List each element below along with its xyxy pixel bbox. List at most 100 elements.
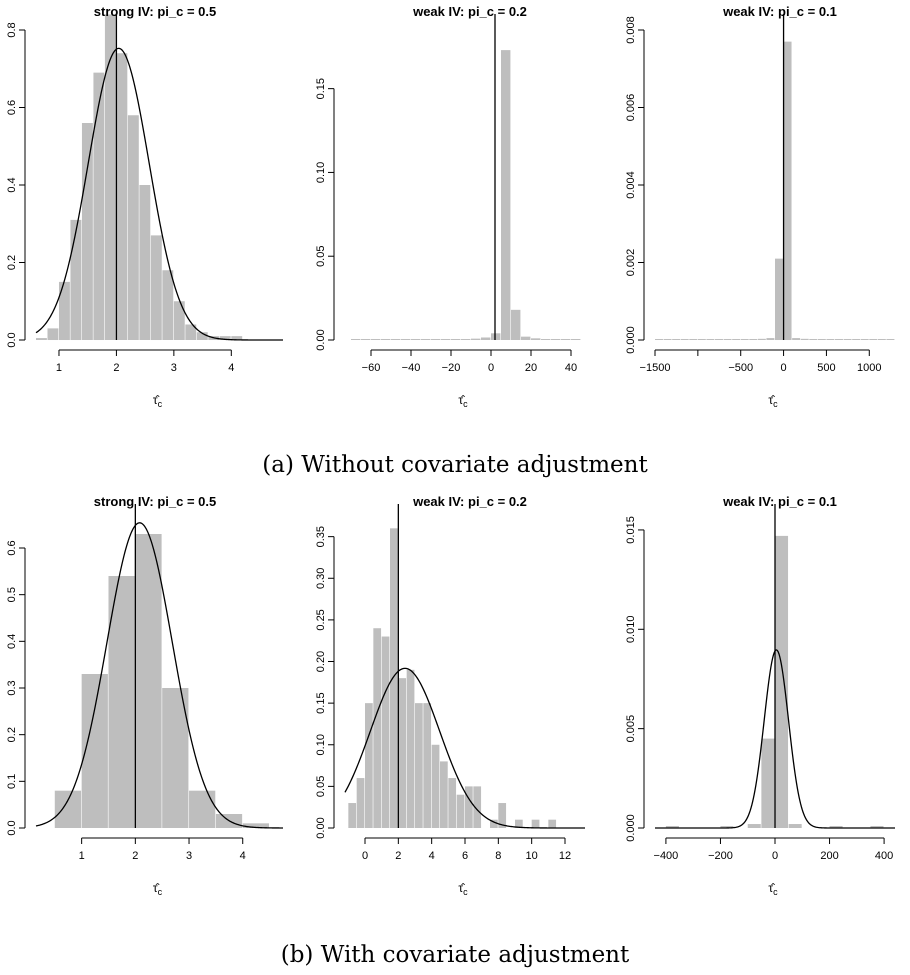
histogram-bar	[391, 339, 401, 340]
histogram-bar	[511, 309, 521, 340]
histogram-bar	[390, 528, 398, 828]
histogram-bar	[869, 339, 878, 340]
x-tick-label: −500	[728, 362, 753, 374]
y-tick-label: 0.008	[625, 16, 637, 44]
histogram-bar	[757, 338, 766, 340]
histogram-bar	[541, 339, 551, 340]
chart-panel-1: 1 2 3 4 0.0 0.2 0.4 0.6 0.8 strong IV: pi_c = 0.5…	[6, 4, 283, 409]
x-tick-label: 2	[132, 850, 138, 862]
histogram-bar	[231, 336, 243, 341]
histogram-bar	[162, 270, 174, 340]
y-tick-label: 0.0	[6, 332, 18, 347]
histogram-bar	[481, 337, 491, 340]
histogram-bar	[173, 301, 185, 340]
histogram-bar	[747, 824, 761, 828]
histogram-bar	[749, 339, 758, 340]
histogram-bar	[456, 794, 465, 828]
histogram-bar	[521, 336, 531, 340]
histogram-bar	[490, 819, 498, 828]
chart-title: weak IV: pi_c = 0.2	[412, 494, 527, 509]
y-tick-label: 0.3	[6, 680, 18, 695]
histogram-bar	[706, 339, 715, 340]
histogram-bar	[740, 339, 749, 340]
histogram-bar	[860, 339, 869, 340]
caption-b: (b) With covariate adjustment	[280, 942, 630, 968]
histogram-bar	[185, 324, 197, 340]
histogram-bar	[242, 823, 269, 828]
histogram-bar	[665, 826, 679, 828]
x-tick-label: 10	[526, 850, 538, 862]
y-tick-label: 0.2	[6, 255, 18, 270]
x-tick-label: −60	[362, 362, 381, 374]
x-axis-label: τ̂c	[458, 881, 468, 897]
x-tick-label: 1	[56, 362, 62, 374]
histogram-bar	[852, 339, 861, 340]
x-tick-label: −20	[442, 362, 461, 374]
histogram-bar	[415, 703, 423, 828]
histogram-bar	[788, 824, 802, 828]
chart-panel-3: −1500 −500 0 500 1000 0.000 0.002 0.004 0.006 0.0…	[625, 4, 895, 409]
histogram-bar	[809, 339, 818, 340]
histogram-bar	[548, 819, 557, 828]
x-tick-label: 0	[362, 850, 368, 862]
histogram-bar	[498, 803, 507, 828]
histogram-bar	[348, 803, 357, 828]
histogram-bar	[451, 339, 461, 340]
x-axis-label: τ̂c	[458, 393, 468, 409]
y-tick-label: 0.006	[625, 94, 637, 122]
x-tick-label: 0	[488, 362, 494, 374]
histogram-bar	[461, 339, 471, 340]
x-axis-label: τ̂c	[153, 881, 163, 897]
y-tick-label: 0.000	[625, 326, 637, 354]
histogram-bar	[672, 339, 681, 340]
histogram-bar	[835, 339, 843, 340]
y-tick-label: 0.6	[6, 540, 18, 555]
histogram-bar	[219, 336, 231, 341]
chart-panel-4: 1 2 3 4 0.0 0.1 0.2 0.3 0.4 0.5 0.6 strong IV: pi_c…	[6, 494, 283, 897]
histogram-bar	[663, 339, 672, 340]
histogram-bar	[720, 826, 734, 828]
y-tick-label: 0.20	[315, 651, 327, 672]
density-curve	[35, 47, 283, 341]
histogram-bar	[36, 338, 47, 340]
y-tick-label: 0.1	[6, 774, 18, 789]
y-tick-label: 0.35	[315, 526, 327, 547]
y-tick-label: 0.5	[6, 587, 18, 602]
histogram-bar	[829, 826, 843, 828]
histogram-bar	[732, 339, 741, 340]
histogram-bar	[697, 339, 706, 340]
chart-panel-6: −400 −200 0 200 400 0.000 0.005 0.010 0.015 weak …	[625, 494, 895, 897]
x-tick-label: −200	[708, 850, 733, 862]
caption-a: (a) Without covariate adjustment	[262, 452, 648, 478]
y-tick-label: 0.00	[315, 329, 327, 350]
x-tick-label: 8	[495, 850, 501, 862]
y-tick-label: 0.015	[625, 516, 637, 544]
histogram-bar	[877, 339, 886, 340]
x-tick-label: 0	[781, 362, 787, 374]
histogram-bar	[515, 819, 523, 828]
x-tick-label: 40	[565, 362, 577, 374]
histogram-bar	[448, 778, 457, 828]
chart-title: weak IV: pi_c = 0.2	[412, 4, 527, 19]
histogram-bar	[356, 778, 365, 828]
y-tick-label: 0.6	[6, 100, 18, 115]
y-tick-label: 0.4	[6, 177, 18, 192]
histogram-bar	[411, 339, 421, 340]
histogram-bar	[491, 333, 501, 340]
histogram-bar	[47, 328, 59, 341]
histogram-bar	[81, 674, 108, 828]
y-tick-label: 0.10	[315, 734, 327, 755]
histogram-bar	[817, 339, 826, 340]
histogram-bar	[406, 669, 415, 828]
histogram-bar	[431, 744, 440, 828]
histogram-bar	[70, 219, 82, 341]
x-tick-label: 3	[171, 362, 177, 374]
histogram-bar	[800, 338, 809, 340]
histogram-bar	[440, 761, 448, 828]
x-tick-label: 4	[429, 850, 435, 862]
histogram-bar	[361, 339, 371, 340]
histogram-bar	[116, 53, 128, 340]
chart-title: weak IV: pi_c = 0.1	[722, 4, 837, 19]
y-tick-label: 0.05	[315, 246, 327, 267]
